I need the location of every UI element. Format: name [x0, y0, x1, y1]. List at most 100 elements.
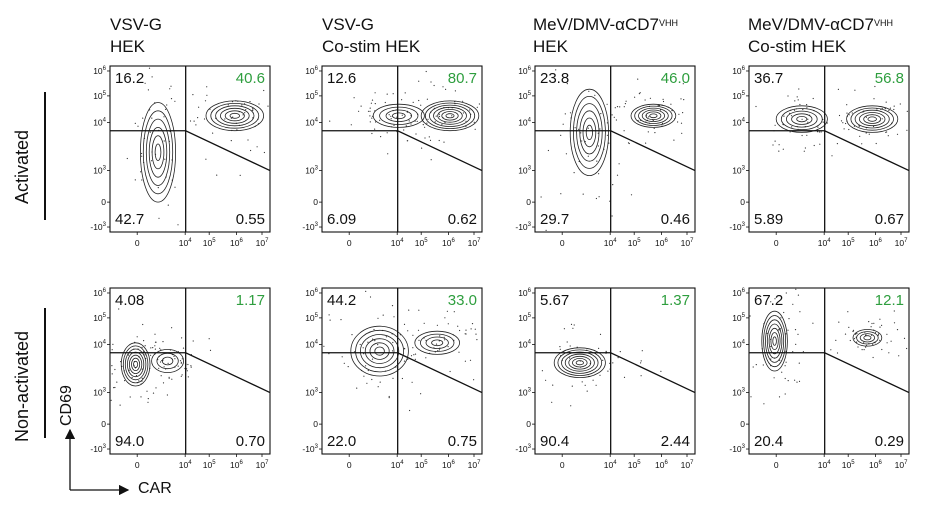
y-tick-label: -103 — [90, 444, 106, 454]
y-tick-label: -103 — [515, 444, 531, 454]
y-tick-label: 103 — [93, 388, 106, 398]
quadrant-tr-percent: 56.8 — [875, 70, 904, 87]
gate-diagonal — [749, 352, 910, 394]
y-tick-label: 105 — [93, 313, 106, 323]
x-tick-label: 0 — [135, 238, 140, 248]
x-tick-label: 104 — [604, 238, 617, 248]
panel-frame — [534, 287, 696, 455]
y-tick-label: 106 — [305, 288, 318, 298]
panel-r2-c3: 106 105 104 103 0 -103 0 104 105 106 107 5.67 1.37 90… — [515, 287, 696, 470]
quadrant-bl-percent: 90.4 — [540, 433, 569, 450]
x-tick-label: 104 — [391, 238, 404, 248]
x-tick-label: 107 — [895, 238, 908, 248]
y-tick-label: 103 — [305, 166, 318, 176]
panel-frame — [748, 65, 910, 233]
x-tick-label: 107 — [681, 460, 694, 470]
y-tick-label: 0 — [526, 419, 531, 429]
x-tick-label: 104 — [604, 460, 617, 470]
scatter-events — [755, 85, 908, 157]
y-tick-label: -103 — [729, 222, 745, 232]
x-tick-label: 105 — [842, 460, 855, 470]
quadrant-tr-percent: 33.0 — [448, 292, 477, 309]
panel-frame — [748, 287, 910, 455]
quadrant-tr-percent: 1.37 — [661, 292, 690, 309]
y-tick-label: 0 — [313, 419, 318, 429]
density-contours — [139, 100, 264, 203]
quadrant-tr-percent: 46.0 — [661, 70, 690, 87]
x-tick-label: 0 — [560, 460, 565, 470]
panel-r2-c1: 106 105 104 103 0 -103 0 104 105 106 107 4.08 1.17 94… — [90, 287, 271, 470]
y-tick-label: -103 — [515, 222, 531, 232]
y-tick-label: -103 — [302, 222, 318, 232]
y-tick-label: 105 — [305, 313, 318, 323]
panel-frame — [321, 65, 483, 233]
x-tick-label: 107 — [256, 238, 269, 248]
y-tick-label: -103 — [302, 444, 318, 454]
panel-r1-c1: 106 105 104 103 0 -103 0 104 105 106 107 16.2 40.6 42… — [90, 65, 271, 248]
y-tick-label: 105 — [93, 91, 106, 101]
x-tick-label: 107 — [681, 238, 694, 248]
x-tick-label: 106 — [230, 238, 243, 248]
scatter-events — [540, 69, 685, 231]
y-tick-label: 104 — [518, 117, 531, 127]
y-tick-label: 0 — [740, 197, 745, 207]
x-tick-label: 0 — [347, 238, 352, 248]
quadrant-tr-percent: 1.17 — [236, 292, 265, 309]
x-tick-label: 0 — [135, 460, 140, 470]
y-tick-label: 106 — [518, 66, 531, 76]
x-tick-label: 105 — [203, 460, 216, 470]
quadrant-tr-percent: 40.6 — [236, 70, 265, 87]
density-contours — [120, 342, 185, 387]
gate-diagonal — [110, 352, 271, 394]
y-tick-label: 0 — [526, 197, 531, 207]
panel-r2-c2: 106 105 104 103 0 -103 0 104 105 106 107 44.2 33.0 22… — [302, 287, 483, 470]
gate-diagonal — [535, 130, 696, 172]
gate-diagonal — [535, 352, 696, 394]
x-axis-label: CAR — [138, 480, 172, 497]
x-tick-label: 0 — [774, 238, 779, 248]
x-tick-label: 106 — [655, 460, 668, 470]
x-tick-label: 106 — [230, 460, 243, 470]
x-tick-label: 106 — [442, 460, 455, 470]
quadrant-tl-percent: 67.2 — [754, 292, 783, 309]
x-tick-label: 104 — [818, 460, 831, 470]
quadrant-br-percent: 2.44 — [661, 433, 690, 450]
scatter-events — [749, 288, 908, 405]
x-tick-label: 106 — [442, 238, 455, 248]
quadrant-bl-percent: 29.7 — [540, 211, 569, 228]
quadrant-tl-percent: 12.6 — [327, 70, 356, 87]
y-tick-label: 104 — [732, 339, 745, 349]
y-tick-label: 105 — [732, 91, 745, 101]
quadrant-tl-percent: 4.08 — [115, 292, 144, 309]
quadrant-br-percent: 0.29 — [875, 433, 904, 450]
y-tick-label: 106 — [93, 288, 106, 298]
x-tick-label: 106 — [655, 238, 668, 248]
x-tick-label: 107 — [468, 460, 481, 470]
x-tick-label: 0 — [347, 460, 352, 470]
scatter-events — [323, 290, 478, 412]
quadrant-br-percent: 0.75 — [448, 433, 477, 450]
density-contours — [553, 347, 606, 379]
x-tick-label: 107 — [895, 460, 908, 470]
density-contours — [569, 88, 677, 176]
y-tick-label: 104 — [93, 339, 106, 349]
x-tick-label: 105 — [628, 238, 641, 248]
quadrant-bl-percent: 5.89 — [754, 211, 783, 228]
y-tick-label: 104 — [732, 117, 745, 127]
y-tick-label: 103 — [93, 166, 106, 176]
y-tick-label: 0 — [313, 197, 318, 207]
y-tick-label: 105 — [518, 91, 531, 101]
x-tick-label: 106 — [869, 238, 882, 248]
quadrant-tr-percent: 80.7 — [448, 70, 477, 87]
y-tick-label: -103 — [90, 222, 106, 232]
y-tick-label: 103 — [518, 388, 531, 398]
y-tick-label: 106 — [518, 288, 531, 298]
panel-r1-c2: 106 105 104 103 0 -103 0 104 105 106 107 12.6 80.7 6.… — [302, 65, 483, 248]
y-tick-label: 104 — [305, 339, 318, 349]
density-contours — [350, 325, 461, 377]
quadrant-bl-percent: 22.0 — [327, 433, 356, 450]
x-tick-label: 104 — [179, 238, 192, 248]
quadrant-bl-percent: 94.0 — [115, 433, 144, 450]
row-bar-non-activated — [44, 308, 46, 438]
y-tick-label: 106 — [732, 288, 745, 298]
